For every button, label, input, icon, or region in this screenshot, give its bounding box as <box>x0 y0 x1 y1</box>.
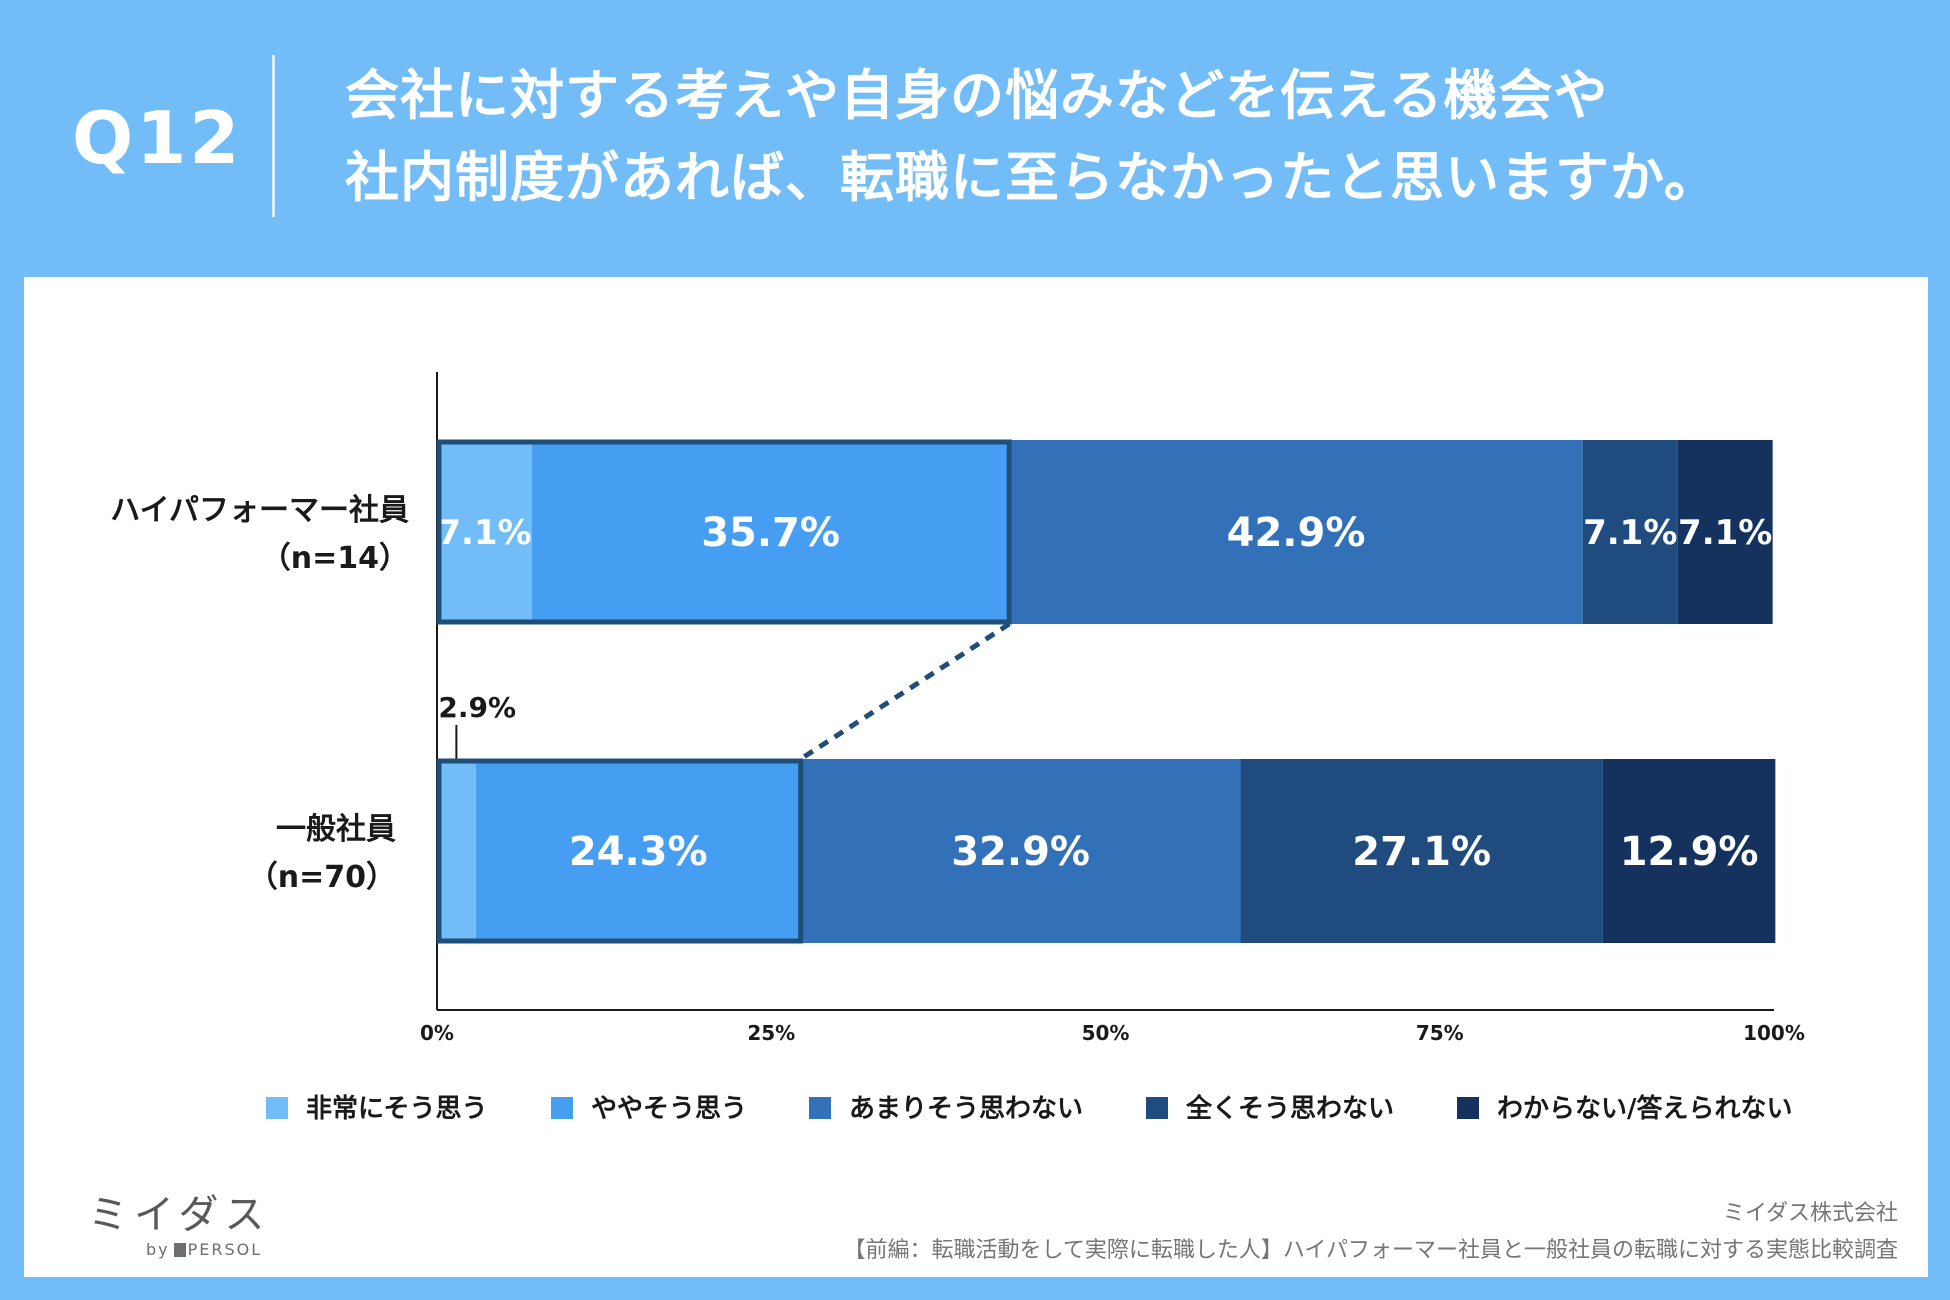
legend-swatch <box>1457 1097 1479 1119</box>
highlight-connector <box>799 621 1011 762</box>
category-label: （n=14） <box>261 541 409 576</box>
x-tick-label: 25% <box>747 1021 795 1045</box>
question-title: 会社に対する考えや自身の悩みなどを伝える機会や 社内制度があれば、転職に至らなか… <box>345 55 1905 219</box>
data-label: 7.1% <box>1583 513 1677 553</box>
legend-label: わからない/答えられない <box>1497 1093 1793 1124</box>
data-label: 7.1% <box>437 513 531 553</box>
data-label: 42.9% <box>1227 510 1366 556</box>
data-label: 7.1% <box>1678 513 1772 553</box>
header-divider <box>272 55 275 217</box>
chart-card: 0% 25% 50% 75% 100% ハイパフォーマー社員 （n=14） 7.1% 35.7%… <box>24 277 1928 1277</box>
logo-wordmark: ミイダス <box>88 1192 271 1238</box>
company-name: ミイダス株式会社 <box>1722 1201 1898 1226</box>
data-label: 35.7% <box>701 510 840 556</box>
bar-segment <box>437 759 476 943</box>
category-label: ハイパフォーマー社員 <box>110 493 409 528</box>
header: Q12 会社に対する考えや自身の悩みなどを伝える機会や 社内制度があれば、転職に… <box>0 0 1950 275</box>
bar-segment <box>1009 440 1583 624</box>
miidas-logo: ミイダス by PERSOL <box>64 1182 324 1272</box>
persol-mark-icon <box>173 1243 186 1257</box>
bar-segment <box>800 759 1241 943</box>
bar-segment <box>531 440 1010 624</box>
data-label-outside: 2.9% <box>438 691 516 724</box>
logo-brand-text: PERSOL <box>187 1240 263 1259</box>
question-title-line-2: 社内制度があれば、転職に至らなかったと思いますか。 <box>345 146 1719 209</box>
x-tick-label: 0% <box>420 1021 454 1045</box>
bar-segment <box>1602 759 1776 943</box>
bar-segment <box>1240 759 1603 943</box>
category-label: 一般社員 <box>276 812 396 847</box>
survey-title: 【前編：転職活動をして実際に転職した人】ハイパフォーマー社員と一般社員の転職に対… <box>843 1238 1898 1263</box>
legend-label: 非常にそう思う <box>306 1094 487 1124</box>
data-label: 32.9% <box>951 829 1090 875</box>
legend-swatch <box>551 1097 573 1119</box>
question-title-line-1: 会社に対する考えや自身の悩みなどを伝える機会や <box>345 64 1609 127</box>
highlight-box <box>436 439 1012 625</box>
legend-swatch <box>809 1097 831 1119</box>
legend-swatch <box>1146 1097 1168 1119</box>
legend-label: ややそう思う <box>591 1094 747 1124</box>
x-tick-label: 75% <box>1416 1021 1464 1045</box>
legend-swatch <box>266 1097 288 1119</box>
data-label: 24.3% <box>569 829 708 875</box>
data-label: 12.9% <box>1620 829 1759 875</box>
stacked-bar-chart: 0% 25% 50% 75% 100% ハイパフォーマー社員 （n=14） 7.1% 35.7%… <box>110 372 1805 1124</box>
highlight-box <box>436 758 804 944</box>
x-tick-label: 50% <box>1082 1021 1130 1045</box>
bar-segment <box>1582 440 1678 624</box>
legend-label: 全くそう思わない <box>1185 1093 1394 1124</box>
category-label: （n=70） <box>248 860 396 895</box>
question-number: Q12 <box>72 96 243 180</box>
bar-segment <box>1677 440 1773 624</box>
x-tick-label: 100% <box>1743 1021 1805 1045</box>
data-label: 27.1% <box>1352 829 1491 875</box>
logo-by-text: by <box>146 1240 170 1259</box>
bar-segment <box>437 440 532 624</box>
logo-byline: by PERSOL <box>146 1240 262 1259</box>
legend-label: あまりそう思わない <box>849 1094 1083 1124</box>
bar-segment <box>475 759 801 943</box>
